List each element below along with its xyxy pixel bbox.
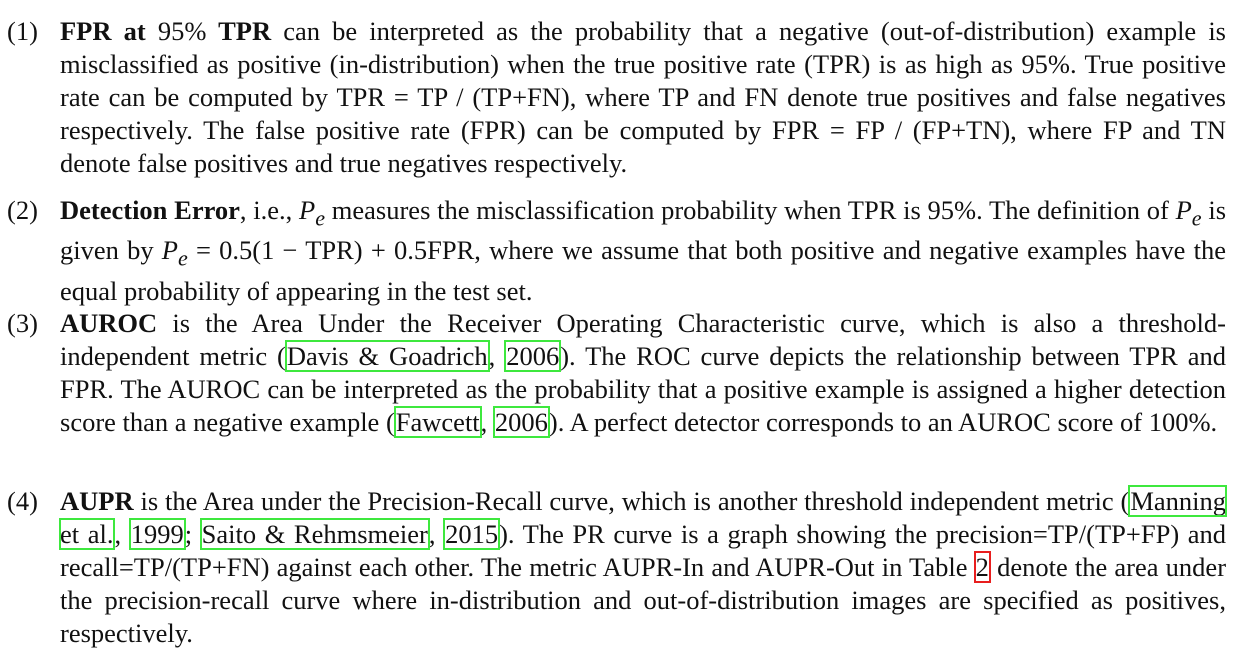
citation-link-saito-year[interactable]: 2015 (443, 518, 501, 550)
item-title: AUROC (60, 308, 158, 338)
item-body: can be interpreted as the probability th… (60, 16, 1226, 178)
table-reference-link[interactable]: 2 (973, 551, 991, 583)
metric-item-aupr: (4) AUPR is the Area under the Precision… (7, 485, 1227, 648)
metric-item-auroc: (3) AUROC is the Area Under the Receiver… (7, 308, 1227, 438)
item-number: (3) (7, 308, 38, 338)
item-title: Detection Error (60, 195, 240, 225)
math-pe: Pe (299, 195, 326, 231)
item-number: (1) (7, 16, 38, 46)
citation-link-davis[interactable]: Davis & Goadrich (284, 340, 490, 372)
citation-link-saito[interactable]: Saito & Rehmsmeier (199, 518, 430, 550)
citation-link-manning-year[interactable]: 1999 (128, 518, 186, 550)
citation-link-davis-year[interactable]: 2006 (504, 340, 562, 372)
math-pe: Pe (1175, 195, 1202, 231)
citation-link-fawcett[interactable]: Fawcett (393, 406, 482, 438)
item-title: AUPR (60, 486, 134, 516)
citation-link-manning[interactable]: Manning et al. (59, 485, 1227, 550)
item-number: (4) (7, 486, 38, 516)
math-formula: = 0.5(1 − TPR) + 0.5FPR (195, 235, 475, 266)
metric-item-fpr: (1) FPR at 95% TPR can be interpreted as… (7, 15, 1226, 180)
item-title: FPR at 95% TPR (60, 16, 272, 46)
metric-item-detection-error: (2) Detection Error, i.e., Pe measures t… (7, 195, 1227, 306)
math-pe: Pe (161, 235, 188, 271)
citation-link-fawcett-year[interactable]: 2006 (492, 406, 550, 438)
item-number: (2) (7, 195, 38, 225)
